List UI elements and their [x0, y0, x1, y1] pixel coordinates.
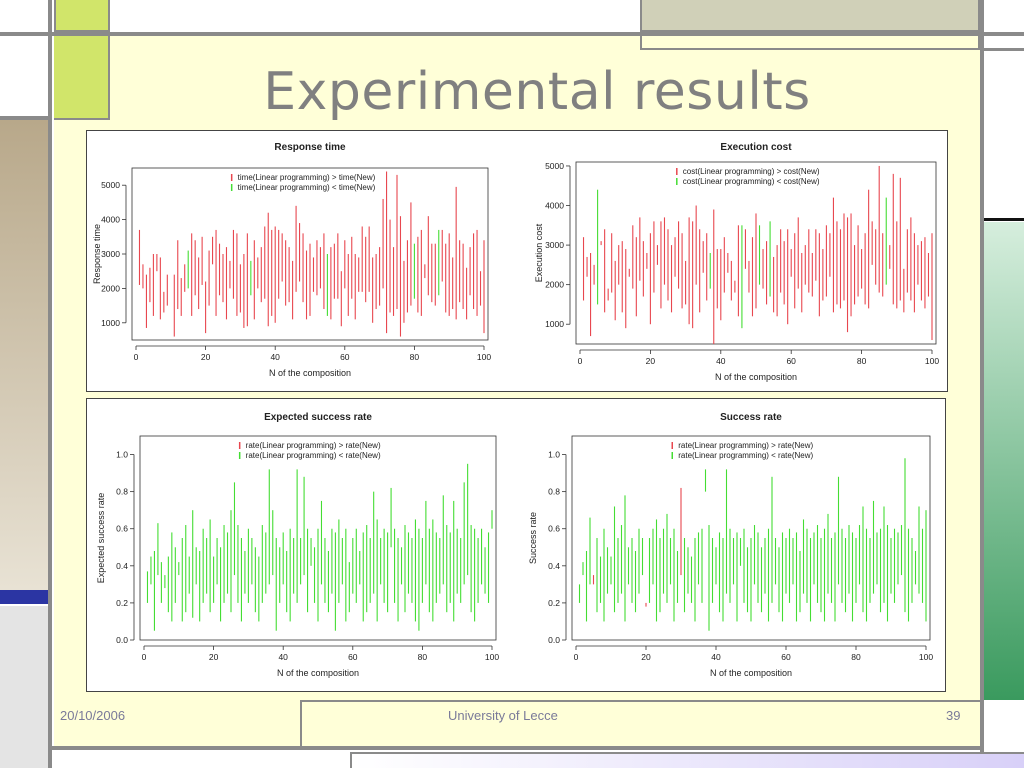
y-tick-label: 4000 [545, 201, 564, 211]
tan-accent-top-line [0, 116, 50, 120]
legend-label: time(Linear programming) < time(New) [238, 183, 376, 192]
black-accent-line [984, 218, 1024, 221]
legend-label: rate(Linear programming) > rate(New) [678, 441, 813, 450]
khaki-accent-outline [640, 36, 980, 50]
khaki-accent-block [640, 0, 980, 32]
x-tick-label: 60 [348, 652, 358, 662]
chart-title: Execution cost [720, 142, 792, 153]
chart-title: Expected success rate [264, 412, 372, 423]
x-tick-label: 0 [142, 652, 147, 662]
x-tick-label: 20 [201, 352, 211, 362]
y-tick-label: 5000 [101, 180, 120, 190]
lavender-accent-block [350, 752, 1024, 768]
y-tick-label: 0.4 [548, 561, 560, 571]
y-tick-label: 0.2 [548, 598, 560, 608]
x-tick-label: 80 [410, 352, 420, 362]
x-tick-label: 60 [781, 652, 791, 662]
y-tick-label: 0.0 [116, 635, 128, 645]
blue-accent-block [0, 590, 48, 604]
footer-institution: University of Lecce [448, 708, 558, 723]
x-tick-label: 60 [340, 352, 350, 362]
left-white-block [0, 606, 48, 768]
x-axis-label: N of the composition [715, 372, 797, 382]
x-tick-label: 40 [278, 652, 288, 662]
legend-label: cost(Linear programming) > cost(New) [683, 167, 820, 176]
y-tick-label: 4000 [101, 215, 120, 225]
legend-label: rate(Linear programming) < rate(New) [678, 451, 813, 460]
x-tick-label: 20 [641, 652, 651, 662]
footer-date: 20/10/2006 [60, 708, 126, 723]
x-axis-label: N of the composition [710, 668, 792, 678]
x-tick-label: 80 [857, 356, 867, 366]
y-tick-label: 0.6 [548, 524, 560, 534]
frame-left-line [48, 0, 52, 768]
footer-page-number: 39 [946, 708, 961, 723]
slide-title: Experimental results [263, 62, 811, 122]
frame-bottom-line [52, 746, 980, 750]
footer-box [300, 700, 980, 748]
y-tick-label: 0.4 [116, 561, 128, 571]
success-rate-chart: Success rate rate(Linear programming) > r… [528, 412, 933, 678]
x-tick-label: 60 [786, 356, 796, 366]
legend-label: rate(Linear programming) > rate(New) [246, 441, 381, 450]
x-tick-label: 20 [646, 356, 656, 366]
x-axis-label: N of the composition [269, 368, 351, 378]
x-tick-label: 100 [477, 352, 491, 362]
y-axis-label: Success rate [528, 512, 538, 564]
chart-title: Response time [274, 142, 346, 153]
x-tick-label: 20 [209, 652, 219, 662]
y-tick-label: 0.8 [116, 487, 128, 497]
y-tick-label: 1000 [545, 319, 564, 329]
y-axis-label: Response time [92, 224, 102, 284]
y-tick-label: 3000 [545, 240, 564, 250]
x-tick-label: 0 [134, 352, 139, 362]
y-tick-label: 3000 [101, 249, 120, 259]
y-axis-label: Execution cost [534, 223, 544, 282]
x-tick-label: 40 [716, 356, 726, 366]
y-tick-label: 0.0 [548, 635, 560, 645]
x-tick-label: 100 [925, 356, 939, 366]
sea-green-accent [984, 222, 1024, 700]
y-axis-label: Expected success rate [96, 493, 106, 584]
y-tick-label: 2000 [545, 280, 564, 290]
tan-accent-block [0, 120, 48, 590]
x-tick-label: 100 [485, 652, 499, 662]
y-tick-label: 0.8 [548, 487, 560, 497]
y-tick-label: 2000 [101, 283, 120, 293]
execution-cost-chart: Execution cost cost(Linear programming) >… [534, 142, 939, 382]
green-accent-block-lower [54, 36, 110, 120]
y-tick-label: 0.6 [116, 524, 128, 534]
x-tick-label: 0 [578, 356, 583, 366]
green-accent-block [54, 0, 110, 32]
x-tick-label: 100 [919, 652, 933, 662]
frame-top-line [0, 32, 1024, 36]
x-tick-label: 80 [418, 652, 428, 662]
legend-label: rate(Linear programming) < rate(New) [246, 451, 381, 460]
frame-top-line-right [980, 48, 1024, 51]
x-tick-label: 80 [851, 652, 861, 662]
legend-label: cost(Linear programming) < cost(New) [683, 177, 820, 186]
response-time-chart: Response time time(Linear programming) > … [92, 142, 491, 378]
x-tick-label: 40 [711, 652, 721, 662]
y-tick-label: 5000 [545, 161, 564, 171]
x-axis-label: N of the composition [277, 668, 359, 678]
y-tick-label: 1000 [101, 318, 120, 328]
x-tick-label: 0 [574, 652, 579, 662]
expected-success-rate-chart: Expected success rate rate(Linear program… [96, 412, 499, 678]
y-tick-label: 1.0 [548, 450, 560, 460]
y-tick-label: 1.0 [116, 450, 128, 460]
y-tick-label: 0.2 [116, 598, 128, 608]
chart-title: Success rate [720, 412, 782, 423]
frame-right-line [980, 0, 984, 768]
legend-label: time(Linear programming) > time(New) [238, 173, 376, 182]
x-tick-label: 40 [270, 352, 280, 362]
